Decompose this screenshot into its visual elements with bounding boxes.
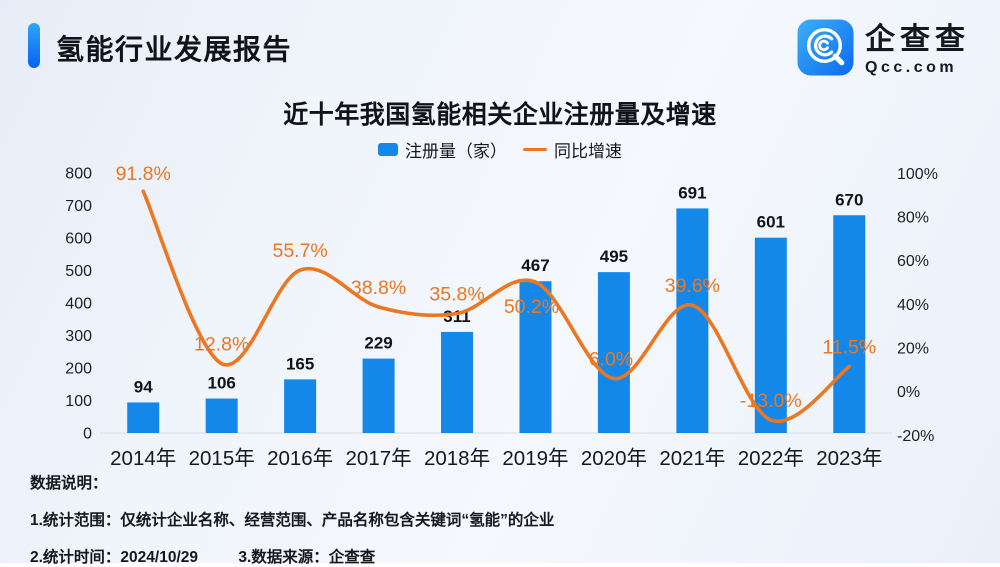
x-axis-label: 2021年 <box>659 447 725 470</box>
left-axis-tick: 700 <box>65 198 92 215</box>
left-axis-tick: 100 <box>65 393 92 410</box>
right-axis-tick: 100% <box>897 166 938 183</box>
x-axis-label: 2018年 <box>424 447 490 470</box>
right-axis-tick: 60% <box>897 253 929 270</box>
legend-label-registrations: 注册量（家） <box>405 142 507 161</box>
bar-2015年 <box>205 398 238 433</box>
right-axis-tick: 20% <box>897 341 929 358</box>
chart-title: 近十年我国氢能相关企业注册量及增速 <box>283 101 717 129</box>
line-value-label: -13.0% <box>740 390 802 412</box>
legend-item-growth: 同比增速 <box>523 137 622 162</box>
footer-note-date: 2.统计时间：2024/10/29 <box>30 549 199 566</box>
bar-value-label: 467 <box>521 256 549 275</box>
qcc-logo-name: 企查查 <box>865 22 970 56</box>
bar-2019年 <box>519 281 552 433</box>
growth-line <box>141 189 852 424</box>
footer-heading: 数据说明： <box>30 475 108 492</box>
right-axis-tick: -20% <box>897 428 934 445</box>
x-axis-label: 2019年 <box>502 447 568 470</box>
left-axis-tick: 600 <box>65 231 92 248</box>
line-value-label: 11.5% <box>822 337 876 359</box>
x-axis-label: 2020年 <box>581 447 647 470</box>
left-axis-tick: 200 <box>65 361 92 378</box>
bar-value-label: 495 <box>600 247 628 266</box>
line-value-label: 35.8% <box>429 284 484 306</box>
footer-note-scope: 1.统计范围：仅统计企业名称、经营范围、产品名称包含关键词“氢能”的企业 <box>30 512 555 529</box>
chart-legend: 注册量（家） 同比增速 <box>0 137 1000 162</box>
bar-2023年 <box>833 215 866 433</box>
x-axis-label: 2023年 <box>816 447 882 470</box>
bar-value-label: 94 <box>134 377 153 396</box>
bar-value-label: 106 <box>207 374 235 393</box>
footer-note-source: 3.数据来源：企查查 <box>238 549 376 566</box>
report-title: 氢能行业发展报告 <box>56 34 293 65</box>
left-axis-tick: 0 <box>83 426 92 443</box>
x-axis-label: 2022年 <box>738 447 804 470</box>
bar-value-label: 229 <box>364 334 392 353</box>
x-axis-label: 2016年 <box>267 447 333 470</box>
bar-series-swatch <box>378 143 398 156</box>
line-value-label: 12.8% <box>194 334 249 356</box>
right-axis-tick: 40% <box>897 297 929 314</box>
left-axis-tick: 400 <box>65 296 92 313</box>
x-axis-label: 2014年 <box>110 447 176 470</box>
bar-value-label: 691 <box>678 183 706 202</box>
bar-value-label: 601 <box>757 213 785 232</box>
footer-notes: 数据说明： 1.统计范围：仅统计企业名称、经营范围、产品名称包含关键词“氢能”的… <box>30 471 554 567</box>
line-value-label: 38.8% <box>351 277 406 299</box>
bar-2021年 <box>676 208 709 433</box>
bar-2018年 <box>441 331 474 433</box>
right-axis-tick: 0% <box>897 384 920 401</box>
bar-2022年 <box>754 237 787 433</box>
bar-2016年 <box>284 379 317 433</box>
qcc-logo: 企查查 Qcc.com <box>797 19 970 81</box>
qcc-logo-text: 企查查 Qcc.com <box>865 23 970 78</box>
x-axis-label: 2017年 <box>346 447 412 470</box>
line-value-label: 50.2% <box>504 296 559 318</box>
line-value-label: 6.0% <box>589 349 633 371</box>
legend-label-growth: 同比增速 <box>554 142 622 161</box>
qcc-logo-icon <box>797 19 854 81</box>
bar-2020年 <box>597 272 630 433</box>
qcc-logo-domain: Qcc.com <box>865 59 958 77</box>
bar-value-label: 165 <box>286 354 314 373</box>
combo-chart: 0 100 200 300 400 500 600 700 800 100% 80% 60% 40% 20… <box>65 163 938 470</box>
x-axis-label: 2015年 <box>189 447 255 470</box>
right-axis-tick: 80% <box>897 210 929 227</box>
legend-item-registrations: 注册量（家） <box>378 137 507 162</box>
line-value-label: 55.7% <box>272 240 327 262</box>
bar-value-label: 670 <box>835 190 863 209</box>
title-accent-bar <box>28 23 40 68</box>
bar-2017年 <box>362 358 395 433</box>
bar-2014年 <box>127 402 160 433</box>
line-value-label: 39.6% <box>665 275 720 297</box>
left-axis-tick: 300 <box>65 328 92 345</box>
left-axis-tick: 800 <box>65 166 92 183</box>
line-value-label: 91.8% <box>116 163 171 185</box>
footer-note-row: 2.统计时间：2024/10/29 3.数据来源：企查查 <box>30 545 554 567</box>
left-axis-tick: 500 <box>65 263 92 280</box>
line-series-swatch <box>523 147 547 152</box>
